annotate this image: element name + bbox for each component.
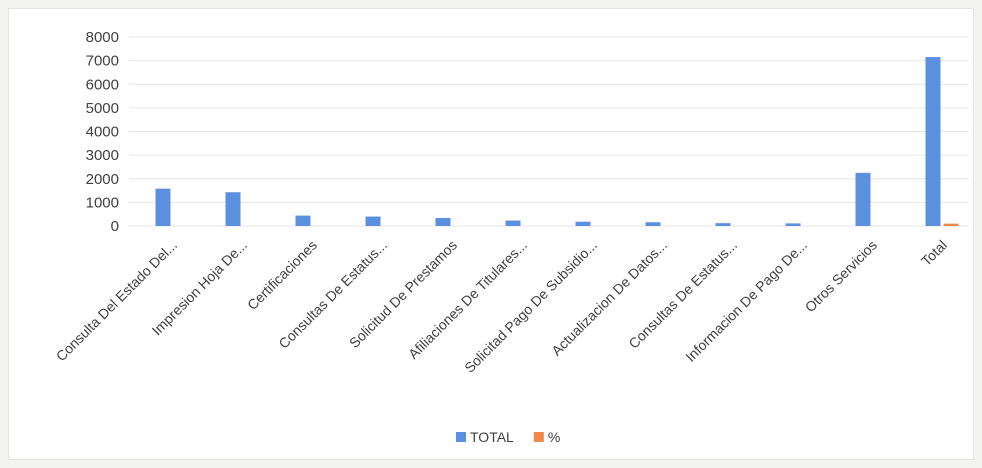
y-tick-label: 0 [111, 218, 119, 235]
y-tick-label: 2000 [86, 171, 119, 188]
x-tick-label: Certificaciones [244, 237, 320, 313]
gridlines [129, 36, 969, 227]
bar-total [295, 215, 311, 226]
bar-total [785, 223, 801, 226]
x-tick-label: Actualizacion De Datos... [548, 237, 670, 359]
y-tick-label: 3000 [86, 147, 119, 164]
y-axis-ticks: 0 1000 2000 3000 4000 5000 6000 7000 8000 [86, 29, 119, 235]
bar-chart: 0 1000 2000 3000 4000 5000 6000 7000 8000 Consul… [53, 29, 969, 445]
x-tick-label: Consulta Del Estado Del... [53, 237, 180, 364]
y-tick-label: 4000 [86, 124, 119, 141]
bar-total [505, 220, 521, 226]
x-tick-label: Solicitad Pago De Subsidio... [461, 237, 600, 376]
bar-total [225, 192, 241, 226]
bar-total [155, 188, 171, 226]
bar-total [365, 216, 381, 226]
legend-label: % [548, 429, 560, 445]
legend: TOTAL% [456, 429, 560, 445]
x-tick-label: Otros Servicios [802, 237, 880, 315]
y-tick-label: 6000 [86, 76, 119, 93]
bar-total [715, 223, 731, 226]
legend-label: TOTAL [470, 429, 514, 445]
y-tick-label: 7000 [86, 53, 119, 70]
bar-total [645, 222, 661, 226]
x-tick-label: Total [918, 237, 950, 269]
x-tick-label: Afiliaciones De Titulares... [405, 237, 530, 362]
bar-total [925, 57, 941, 226]
bar-total [855, 172, 871, 226]
y-tick-label: 1000 [86, 194, 119, 211]
x-axis-ticks: Consulta Del Estado Del...Impresion Hoja… [53, 237, 950, 376]
bars [155, 57, 959, 226]
bar-percent [943, 223, 959, 226]
chart-frame: 0 1000 2000 3000 4000 5000 6000 7000 8000 Consul… [8, 8, 974, 460]
bar-total [575, 221, 591, 226]
legend-swatch [533, 432, 544, 442]
y-tick-label: 8000 [86, 29, 119, 46]
x-tick-label: Informacion De Pago De... [682, 237, 810, 365]
legend-swatch [456, 432, 466, 442]
y-tick-label: 5000 [86, 100, 119, 117]
bar-total [435, 217, 451, 226]
